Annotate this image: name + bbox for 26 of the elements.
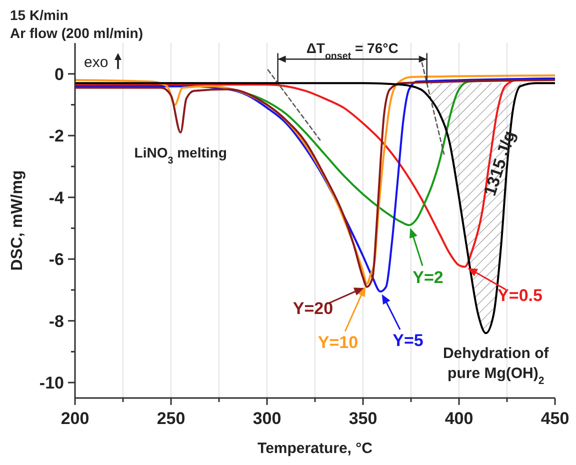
line-series: [75, 82, 555, 334]
y-tick-label: 0: [54, 64, 64, 84]
legend-label: Y=5: [392, 331, 424, 350]
x-tick-label: 250: [156, 409, 186, 428]
annotation: 1315 J/g: [480, 128, 520, 198]
y-tick-label: -6: [48, 250, 64, 270]
y-tick-label: -2: [48, 126, 64, 146]
text: Y=10: [318, 333, 358, 352]
x-tick-label: 450: [540, 409, 570, 428]
y-axis-title: DSC, mW/mg: [9, 170, 26, 271]
legend-label: Y=2: [412, 268, 444, 287]
legend-label: Y=0.5: [498, 286, 542, 305]
legend-label: Y=20: [292, 299, 334, 318]
annotation: LiNO$_{3}$ melting: [134, 144, 227, 166]
x-tick-label: 200: [60, 409, 90, 428]
y-tick-label: -4: [48, 188, 65, 208]
annotation: Dehydration of pure Mg(OH)$_{2}$: [442, 345, 550, 388]
x-tick-label: 300: [252, 409, 282, 428]
annotation: exo: [84, 54, 108, 71]
x-tick-label: 350: [348, 409, 378, 428]
x-tick-label: 400: [444, 409, 474, 428]
text: 15 K/min: [10, 7, 68, 23]
text: Ar flow (200 ml/min): [10, 25, 144, 41]
x-axis-title: Temperature, °C: [258, 440, 373, 457]
y-tick-label: -10: [39, 374, 64, 393]
y-tick-label: -8: [48, 312, 64, 331]
